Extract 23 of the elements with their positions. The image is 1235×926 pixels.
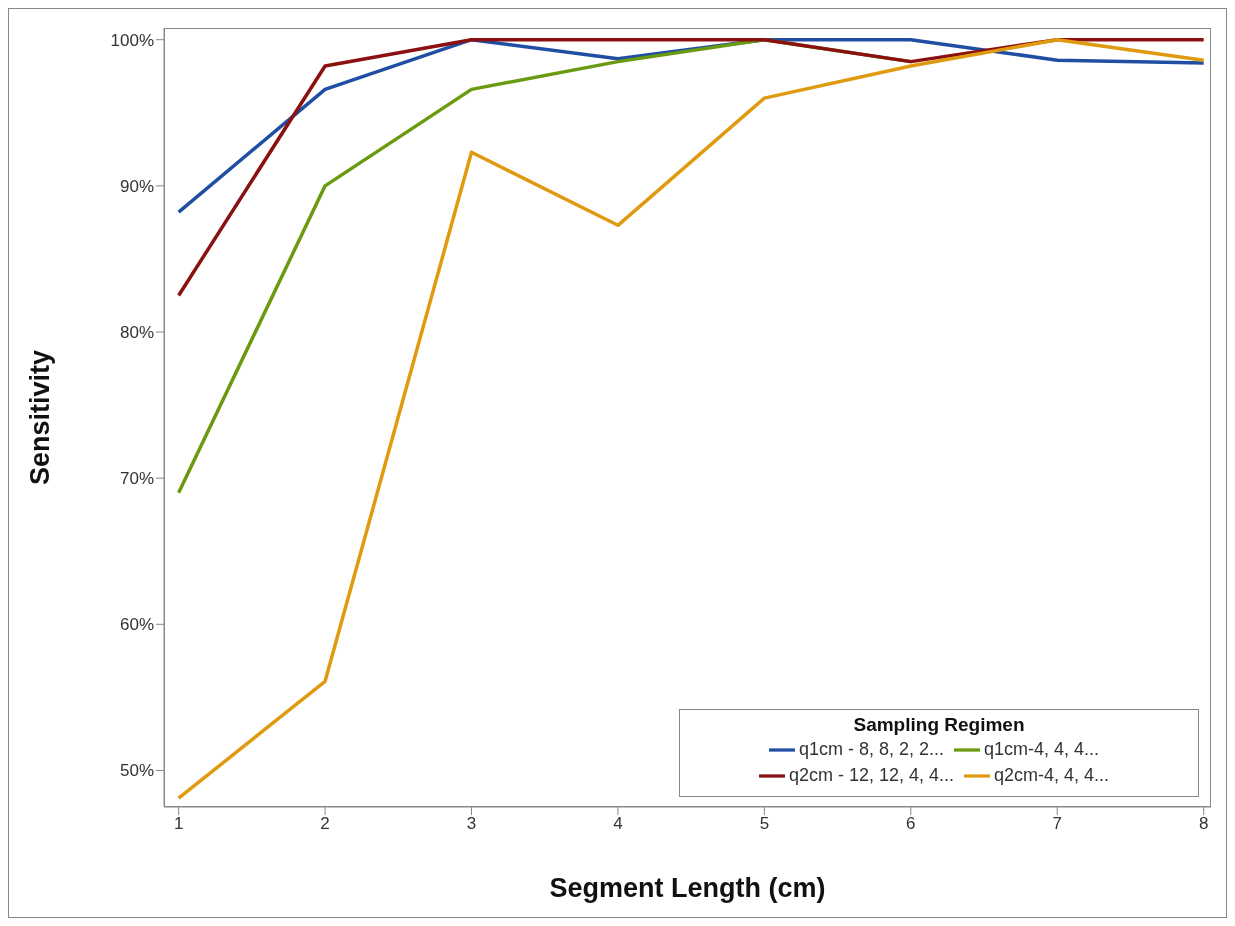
y-tick-label: 70% <box>119 469 154 489</box>
x-tick-label: 8 <box>1198 814 1209 834</box>
line-series <box>176 37 1206 800</box>
y-tick-label: 100% <box>110 30 154 50</box>
y-tick-label: 50% <box>119 761 154 781</box>
y-tick-label: 80% <box>119 323 154 343</box>
y-axis-title: Sensitivity <box>24 349 55 486</box>
line-series <box>176 37 1206 298</box>
y-tick-label: 90% <box>119 176 154 196</box>
x-tick-label: 4 <box>613 814 623 834</box>
x-tick-label: 1 <box>173 814 184 834</box>
y-tick-label: 60% <box>119 615 154 635</box>
x-tick-label: 2 <box>320 814 330 834</box>
x-tick-label: 7 <box>1052 814 1062 834</box>
x-tick-label: 6 <box>906 814 916 834</box>
legend-label: q2cm-4, 4, 4... <box>994 764 1110 785</box>
legend-title: Sampling Regimen <box>852 714 1026 736</box>
legend-label: q1cm - 8, 8, 2, 2... <box>798 738 944 759</box>
legend-label: q1cm-4, 4, 4... <box>984 738 1100 759</box>
x-tick-label: 5 <box>759 814 770 834</box>
legend-label: q2cm - 12, 12, 4, 4... <box>788 764 955 785</box>
x-axis-title: Segment Length (cm) <box>549 873 826 903</box>
x-tick-label: 3 <box>466 814 477 834</box>
